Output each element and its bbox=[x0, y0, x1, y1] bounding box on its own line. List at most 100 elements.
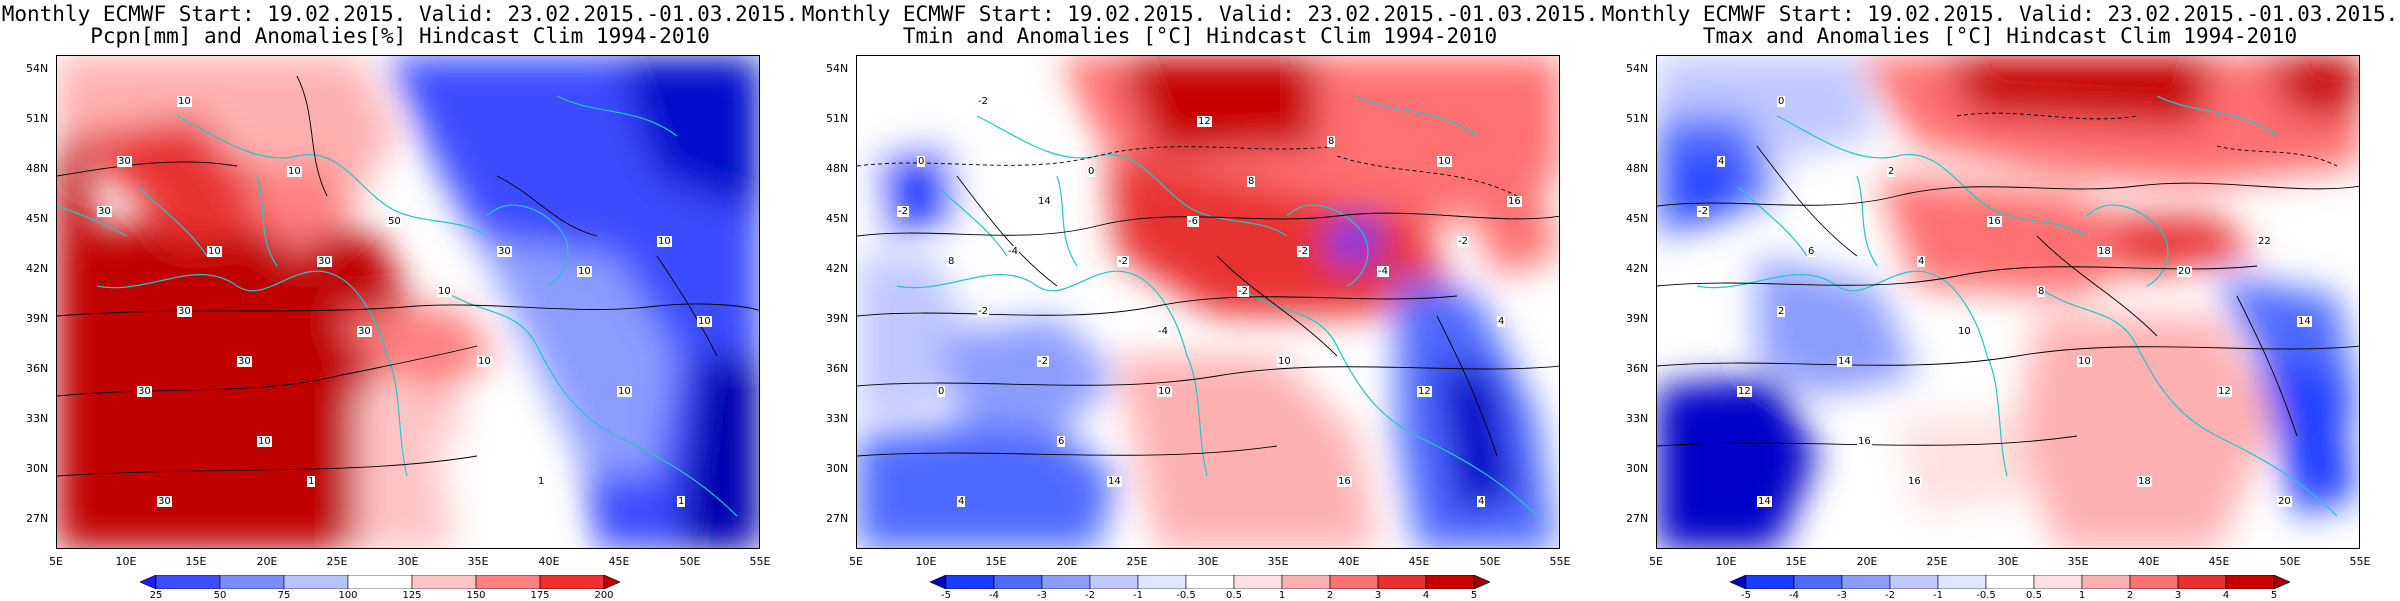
colorbar bbox=[1730, 575, 2290, 589]
colorbar-segment bbox=[2273, 575, 2290, 589]
colorbar-tick-label: 3 bbox=[1374, 590, 1382, 601]
contour-label: 8 bbox=[1327, 136, 1336, 147]
contour-label: -2 bbox=[897, 206, 909, 217]
colorbar-tick-label: -1 bbox=[1933, 590, 1943, 601]
contour-label: 6 bbox=[1057, 436, 1066, 447]
lon-label: 10E bbox=[915, 555, 937, 568]
contour-label: 10 bbox=[207, 246, 222, 257]
colorbar-segment bbox=[993, 575, 1043, 589]
contour-label: 4 bbox=[1477, 496, 1486, 507]
colorbar-segment bbox=[411, 575, 477, 589]
contour-label: 12 bbox=[1417, 386, 1432, 397]
contour-label: 0 bbox=[1777, 96, 1786, 107]
lon-label: 50E bbox=[2279, 555, 2301, 568]
lon-label: 45E bbox=[1408, 555, 1430, 568]
lon-label: 20E bbox=[256, 555, 278, 568]
contour-label: 10 bbox=[697, 316, 712, 327]
contour-label: 10 bbox=[1157, 386, 1172, 397]
lon-label: 50E bbox=[1479, 555, 1501, 568]
map-field bbox=[57, 56, 759, 548]
contour-label: 4 bbox=[957, 496, 966, 507]
colorbar-segment bbox=[2033, 575, 2083, 589]
lon-label: 45E bbox=[2208, 555, 2230, 568]
colorbar-segment bbox=[1233, 575, 1283, 589]
contour-label: -4 bbox=[1007, 246, 1019, 257]
lon-label: 40E bbox=[1338, 555, 1360, 568]
contour-label: 30 bbox=[497, 246, 512, 257]
map-field bbox=[1657, 56, 2359, 548]
contour-label: 18 bbox=[2097, 246, 2112, 257]
lon-label: 10E bbox=[1715, 555, 1737, 568]
colorbar-segment bbox=[475, 575, 541, 589]
colorbar-segment bbox=[1281, 575, 1331, 589]
colorbar-segment bbox=[603, 575, 620, 589]
contour-label: 14 bbox=[1107, 476, 1122, 487]
contour-label: 10 bbox=[1277, 356, 1292, 367]
contour-label: 18 bbox=[2137, 476, 2152, 487]
lon-label: 35E bbox=[2067, 555, 2089, 568]
lat-label: 54N bbox=[26, 62, 49, 75]
contour-label: -4 bbox=[1377, 266, 1389, 277]
lat-label: 39N bbox=[826, 312, 849, 325]
lat-label: 39N bbox=[26, 312, 49, 325]
contour-label: 2 bbox=[1887, 166, 1896, 177]
contour-label: 30 bbox=[357, 326, 372, 337]
colorbar-segment bbox=[283, 575, 349, 589]
contour-label: 30 bbox=[97, 206, 112, 217]
lon-label: 40E bbox=[2138, 555, 2160, 568]
colorbar-tick-label: 75 bbox=[277, 590, 291, 601]
lon-label: 25E bbox=[326, 555, 348, 568]
panel-title-line1: Monthly ECMWF Start: 19.02.2015. Valid: … bbox=[1601, 2, 2399, 26]
contour-label: 12 bbox=[1737, 386, 1752, 397]
contour-label: 12 bbox=[1197, 116, 1212, 127]
lon-label: 10E bbox=[115, 555, 137, 568]
lon-label: 25E bbox=[1926, 555, 1948, 568]
colorbar-segment bbox=[1137, 575, 1187, 589]
colorbar-tick-label: -1 bbox=[1133, 590, 1143, 601]
lon-label: 45E bbox=[608, 555, 630, 568]
lat-label: 30N bbox=[1626, 462, 1649, 475]
lat-label: 51N bbox=[826, 112, 849, 125]
colorbar-tick-label: 5 bbox=[2270, 590, 2278, 601]
lon-label: 30E bbox=[397, 555, 419, 568]
colorbar-tick-label: 125 bbox=[402, 590, 422, 601]
map-panel-tmax: Monthly ECMWF Start: 19.02.2015. Valid: … bbox=[1600, 0, 2400, 601]
lon-label: 25E bbox=[1126, 555, 1148, 568]
lon-label: 20E bbox=[1056, 555, 1078, 568]
colorbar-segment bbox=[1329, 575, 1379, 589]
colorbar-segment bbox=[1473, 575, 1490, 589]
contour-label: 14 bbox=[1757, 496, 1772, 507]
colorbar-segment bbox=[1985, 575, 2035, 589]
lon-label: 55E bbox=[1549, 555, 1571, 568]
colorbar-tick-label: -5 bbox=[1741, 590, 1751, 601]
colorbar-segment bbox=[1937, 575, 1987, 589]
contour-label: 10 bbox=[1957, 326, 1972, 337]
lat-label: 42N bbox=[26, 262, 49, 275]
colorbar bbox=[930, 575, 1490, 589]
contour-label: -2 bbox=[977, 306, 989, 317]
contour-label: 0 bbox=[1087, 166, 1096, 177]
colorbar-segment bbox=[1041, 575, 1091, 589]
colorbar-tick-label: -4 bbox=[989, 590, 999, 601]
lon-label: 15E bbox=[985, 555, 1007, 568]
colorbar-tick-label: 150 bbox=[466, 590, 486, 601]
lon-label: 35E bbox=[467, 555, 489, 568]
contour-label: 22 bbox=[2257, 236, 2272, 247]
panel-title-line1: Monthly ECMWF Start: 19.02.2015. Valid: … bbox=[801, 2, 1599, 26]
lat-label: 45N bbox=[826, 212, 849, 225]
map-panel-pcpn: Monthly ECMWF Start: 19.02.2015. Valid: … bbox=[0, 0, 800, 601]
lat-label: 27N bbox=[826, 512, 849, 525]
colorbar-tick-label: 0.5 bbox=[1226, 590, 1242, 601]
colorbar-tick-label: -0.5 bbox=[1976, 590, 1996, 601]
colorbar-tick-label: 1 bbox=[1278, 590, 1286, 601]
contour-label: 30 bbox=[157, 496, 172, 507]
lat-label: 42N bbox=[1626, 262, 1649, 275]
colorbar-segment bbox=[140, 575, 157, 589]
contour-label: 16 bbox=[1507, 196, 1522, 207]
lat-label: 27N bbox=[26, 512, 49, 525]
contour-label: 20 bbox=[2177, 266, 2192, 277]
map-area: 0 4 2 -2 6 4 2 8 10 12 14 16 18 20 22 14 16 14 10 12 16 18 20 bbox=[1656, 55, 2360, 549]
colorbar-segment bbox=[1185, 575, 1235, 589]
contour-label: 14 bbox=[1037, 196, 1052, 207]
contour-label: 50 bbox=[387, 216, 402, 227]
